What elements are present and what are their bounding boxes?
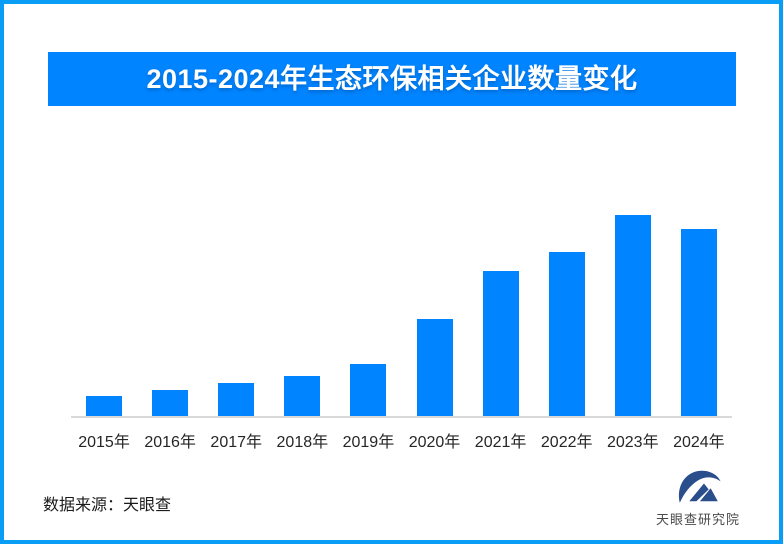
title-banner: 2015-2024年生态环保相关企业数量变化 [48, 52, 736, 106]
x-axis-label: 2021年 [474, 434, 527, 451]
bar [614, 215, 651, 417]
bar-column [600, 214, 666, 417]
logo-text: 天眼查研究院 [655, 512, 740, 527]
bar [284, 376, 321, 417]
bar [680, 229, 717, 417]
x-axis-label: 2017年 [210, 434, 263, 451]
x-axis-labels: 2015年 2016年 2017年 2018年 2019年 2020年 2021年 2022年… [71, 428, 732, 452]
x-axis-label: 2022年 [540, 434, 593, 451]
chart-title: 2015-2024年生态环保相关企业数量变化 [146, 64, 638, 94]
bar [152, 390, 189, 417]
bar-column [71, 214, 137, 417]
bar [86, 396, 123, 417]
x-axis-line [71, 416, 732, 418]
tianyancha-eye-icon [678, 470, 721, 503]
x-axis-label: 2018年 [276, 434, 329, 451]
x-axis-label: 2023年 [606, 434, 659, 451]
x-axis-label: 2019年 [342, 434, 395, 451]
bar [350, 364, 387, 417]
x-axis-label: 2015年 [78, 434, 130, 451]
bar-column [468, 214, 534, 417]
bar-column [534, 214, 600, 417]
bar-column [666, 214, 732, 417]
bar-column [203, 214, 269, 417]
x-axis-label: 2024年 [673, 434, 725, 451]
tianyancha-logo: 天眼查研究院 [645, 468, 751, 528]
bar-column [137, 214, 203, 417]
x-axis-label: 2020年 [408, 434, 461, 451]
bar [218, 383, 255, 417]
bar-column [335, 214, 401, 417]
bar [482, 271, 519, 417]
bar-column [269, 214, 335, 417]
bar-chart [71, 214, 732, 417]
source-note: 数据来源：天眼查 [43, 497, 172, 514]
x-axis-label: 2016年 [144, 434, 196, 451]
bar-column [401, 214, 467, 417]
bar [548, 252, 585, 417]
bar [416, 319, 453, 417]
